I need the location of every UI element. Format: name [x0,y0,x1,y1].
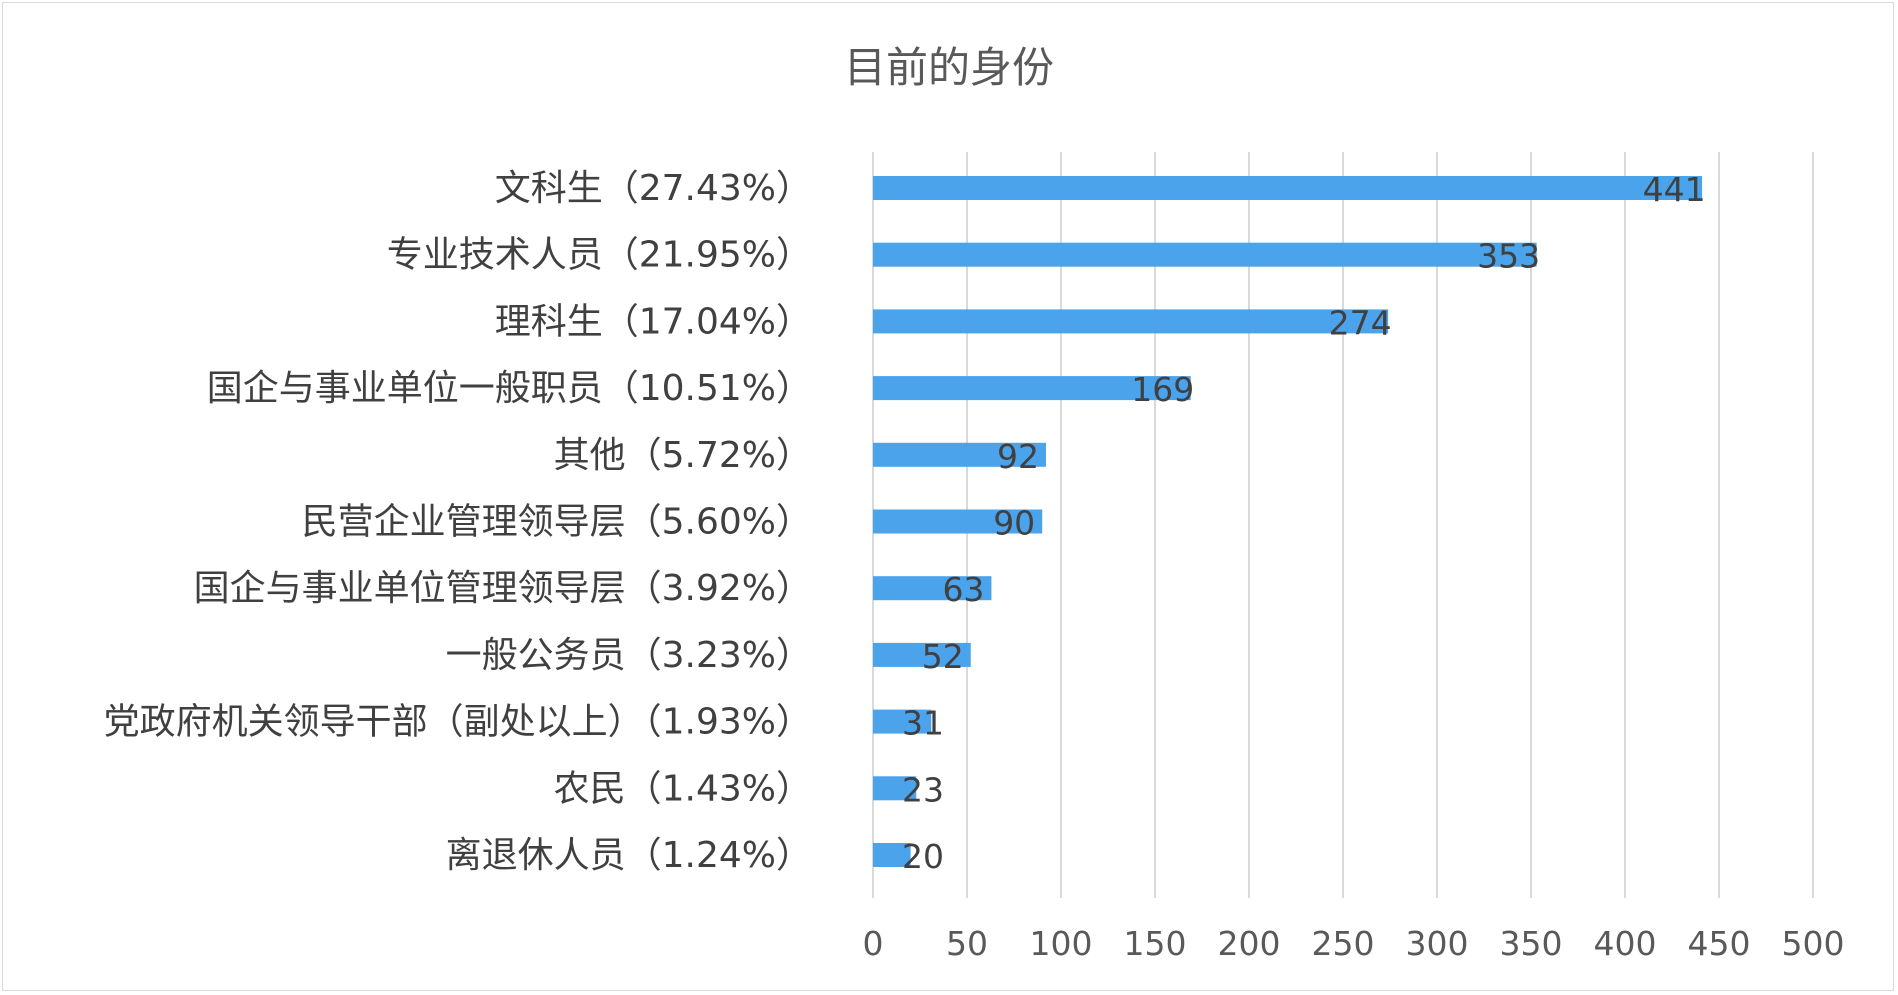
bar [873,309,1389,334]
bars [873,176,1703,867]
category-label: 理科生（17.04%） [495,301,812,342]
data-label: 90 [993,504,1035,543]
bar [873,843,911,867]
bar [873,242,1537,267]
x-tick-label: 0 [863,924,884,963]
bar [873,509,1043,534]
x-tick-label: 500 [1782,924,1845,963]
data-label: 20 [902,837,944,876]
x-tick-label: 200 [1218,924,1281,963]
x-tick-label: 350 [1500,924,1563,963]
data-label: 169 [1131,370,1194,409]
x-tick-label: 300 [1406,924,1469,963]
category-label: 党政府机关领导干部（副处以上）（1.93%） [104,702,812,743]
data-label: 31 [902,704,944,743]
gridlines [872,152,1814,898]
bar [873,442,1046,467]
data-label: 441 [1643,170,1706,209]
bar [873,776,917,801]
data-label: 353 [1477,237,1540,276]
x-tick-label: 50 [946,924,988,963]
category-label: 农民（1.43%） [554,768,812,809]
category-label: 民营企业管理领导层（5.60%） [302,502,812,543]
bar [873,176,1703,200]
data-label: 52 [922,637,964,676]
category-label: 文科生（27.43%） [495,168,812,209]
bar [873,576,992,601]
x-tick-label: 250 [1312,924,1375,963]
category-label: 专业技术人员（21.95%） [387,235,812,276]
bar [873,709,932,734]
category-label: 一般公务员（3.23%） [446,635,812,676]
x-tick-label: 450 [1688,924,1751,963]
category-label: 其他（5.72%） [554,435,812,476]
category-label: 离退休人员（1.24%） [446,835,812,876]
chart-title: 目前的身份 [844,43,1054,92]
x-tick-label: 100 [1030,924,1093,963]
data-label: 23 [902,770,944,809]
data-label: 274 [1329,303,1392,342]
bar [873,642,971,667]
data-label: 63 [942,570,984,609]
category-labels: 文科生（27.43%） 专业技术人员（21.95%） 理科生（17.04%） 国企与事… [104,168,812,876]
x-tick-label: 400 [1594,924,1657,963]
category-label: 国企与事业单位一般职员（10.51%） [207,368,812,409]
x-axis-tick-labels: 0 50 100 150 200 250 300 350 400 450 500 [863,924,1845,963]
bar [873,376,1191,401]
data-label: 92 [997,437,1039,476]
category-label: 国企与事业单位管理领导层（3.92%） [194,568,812,609]
x-tick-label: 150 [1124,924,1187,963]
